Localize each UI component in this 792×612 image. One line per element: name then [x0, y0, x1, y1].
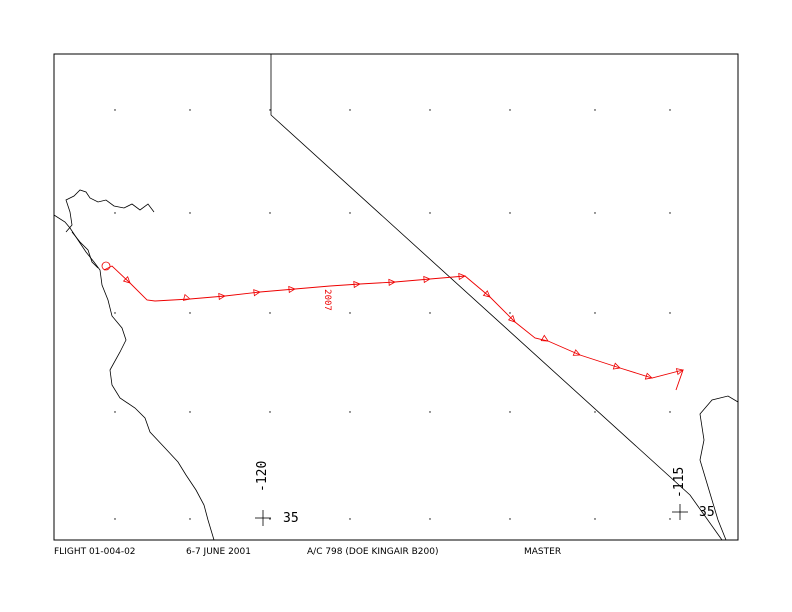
bay-coastline [71, 231, 99, 269]
track-arrow [644, 372, 653, 380]
map-frame [53, 53, 739, 541]
grid-dots [114, 109, 671, 520]
track-arrow [122, 275, 131, 284]
grid-dot [509, 312, 511, 314]
grid-dot [349, 411, 351, 413]
lat-label: 35 [283, 511, 299, 526]
flight-track [103, 265, 684, 391]
grid-dot [509, 518, 511, 520]
grid-dot [509, 109, 511, 111]
track-label: 2007 [322, 289, 332, 311]
track-arrow [353, 280, 361, 289]
track-arrow [675, 368, 684, 376]
grid-dot [429, 109, 431, 111]
lat-label: 35 [699, 505, 715, 520]
grid-dot [114, 518, 116, 520]
grid-dot [349, 212, 351, 214]
grid-dot [429, 212, 431, 214]
grid-dot [114, 312, 116, 314]
grid-dot [269, 411, 271, 413]
grid-dot [509, 212, 511, 214]
track-start [101, 261, 111, 271]
grid-dot [269, 109, 271, 111]
grid-dot [594, 312, 596, 314]
grid-dot [189, 212, 191, 214]
grid-dot [429, 518, 431, 520]
grid-dot [269, 518, 271, 520]
grid-dot [669, 109, 671, 111]
grid-dot [594, 518, 596, 520]
grid-dot [114, 212, 116, 214]
aircraft: A/C 798 (DOE KINGAIR B200) [307, 547, 439, 557]
grid-dot [189, 109, 191, 111]
grid-dot [669, 212, 671, 214]
grid-dot [509, 411, 511, 413]
track-arrow [388, 278, 396, 287]
track-arrow [482, 290, 491, 298]
grid-crosses [255, 504, 688, 526]
grid-dot [429, 411, 431, 413]
grid-dot [594, 411, 596, 413]
grid-dot [114, 109, 116, 111]
grid-dot [349, 109, 351, 111]
track-arrow [458, 272, 466, 281]
grid-dot [429, 312, 431, 314]
track-arrow [182, 293, 191, 301]
grid-dot [349, 312, 351, 314]
track-arrow [218, 292, 226, 301]
coastline [699, 395, 739, 541]
grid-dot [669, 411, 671, 413]
status: MASTER [524, 547, 561, 557]
grid-dot [114, 411, 116, 413]
flight-id: FLIGHT 01-004-02 [54, 547, 136, 557]
track-arrow [540, 334, 549, 342]
state-border [270, 54, 723, 541]
track-arrow [253, 289, 261, 297]
bay-coastline [65, 189, 155, 233]
track-arrow [572, 349, 581, 356]
lon-label: -115 [672, 467, 687, 498]
grid-dot [594, 109, 596, 111]
coastline [53, 214, 215, 541]
grid-dot [189, 411, 191, 413]
grid-dot [269, 312, 271, 314]
grid-dot [669, 312, 671, 314]
track-arrows [122, 272, 684, 380]
track-arrow [507, 314, 516, 323]
grid-dot [669, 518, 671, 520]
track-arrow [612, 362, 621, 370]
track-arrow [423, 275, 431, 284]
grid-dot [594, 212, 596, 214]
grid-dot [269, 212, 271, 214]
grid-dot [189, 312, 191, 314]
grid-dot [349, 518, 351, 520]
grid-dot [189, 518, 191, 520]
track-arrow [288, 285, 296, 294]
flight-date: 6-7 JUNE 2001 [186, 547, 251, 557]
lon-label: -120 [255, 461, 270, 492]
